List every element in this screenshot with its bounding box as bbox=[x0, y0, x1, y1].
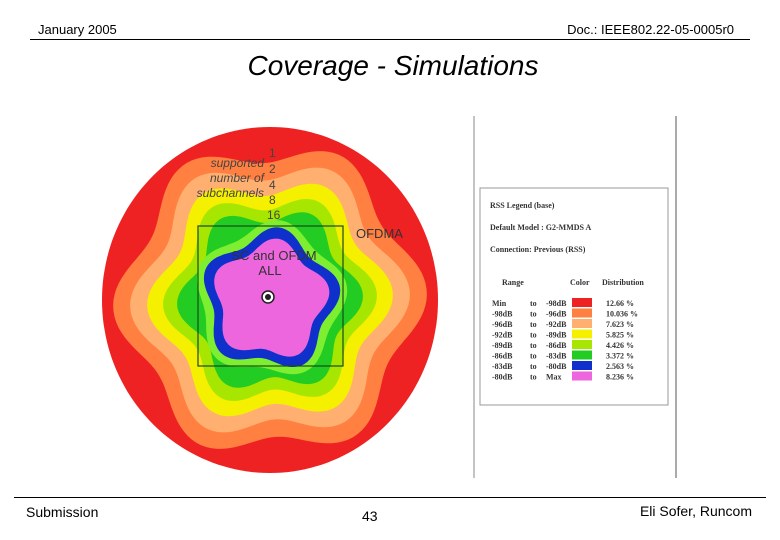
legend-row-swatch bbox=[572, 308, 592, 318]
subchannel-value-3: 4 bbox=[269, 178, 276, 192]
legend-rows: Min to -98dB 12.66 % -98dB to -96dB 10.036 % -96… bbox=[492, 298, 638, 382]
legend-row-distribution: 8.236 % bbox=[606, 373, 634, 382]
legend-row-from: -96dB bbox=[492, 320, 513, 329]
legend-row-from: -80dB bbox=[492, 373, 513, 382]
legend-row-distribution: 2.563 % bbox=[606, 362, 634, 371]
legend-row-upper: -98dB bbox=[546, 299, 567, 308]
legend-row-upper: -89dB bbox=[546, 331, 567, 340]
legend-title: RSS Legend (base) bbox=[490, 201, 555, 210]
legend-row-upper: -86dB bbox=[546, 341, 567, 350]
legend-col-range: Range bbox=[502, 278, 524, 287]
legend-row-to: to bbox=[530, 320, 537, 329]
legend-row-swatch bbox=[572, 361, 592, 370]
legend-row-from: -83dB bbox=[492, 362, 513, 371]
base-station-marker bbox=[261, 290, 275, 304]
subchannels-label-line2: number of bbox=[210, 171, 266, 185]
legend-row-upper: -80dB bbox=[546, 362, 567, 371]
sc-ofdm-all-label: ALL bbox=[258, 263, 281, 278]
header-divider bbox=[30, 39, 750, 40]
subchannels-label-line3: subchannels bbox=[197, 186, 264, 200]
legend-row-to: to bbox=[530, 299, 537, 308]
legend-row-from: Min bbox=[492, 299, 507, 308]
legend-row-swatch bbox=[572, 298, 592, 307]
legend-row-distribution: 4.426 % bbox=[606, 341, 634, 350]
sc-ofdm-label: SC and OFDM bbox=[231, 248, 316, 263]
legend-model: Default Model : G2-MMDS A bbox=[490, 223, 592, 232]
legend-row-distribution: 10.036 % bbox=[606, 310, 638, 319]
legend-row-to: to bbox=[530, 331, 537, 340]
legend-row-swatch bbox=[572, 329, 592, 339]
subchannels-annotation: supported number of subchannels 1 2 4 8 … bbox=[197, 146, 281, 222]
footer-author: Eli Sofer, Runcom bbox=[639, 503, 752, 519]
slide-title: Coverage - Simulations bbox=[247, 50, 539, 81]
subchannel-value-2: 2 bbox=[269, 162, 276, 176]
legend-row-from: -98dB bbox=[492, 310, 513, 319]
legend-row-distribution: 5.825 % bbox=[606, 331, 634, 340]
legend-row-upper: -83dB bbox=[546, 352, 567, 361]
legend-row-distribution: 3.372 % bbox=[606, 352, 634, 361]
legend-row-swatch bbox=[572, 371, 592, 381]
subchannels-label-line1: supported bbox=[211, 156, 265, 170]
legend-col-color: Color bbox=[570, 278, 590, 287]
legend-row-from: -92dB bbox=[492, 331, 513, 340]
legend-row-from: -86dB bbox=[492, 352, 513, 361]
legend-row-to: to bbox=[530, 341, 537, 350]
subchannel-value-5: 16 bbox=[267, 208, 281, 222]
legend-row-upper: -96dB bbox=[546, 310, 567, 319]
legend-row-upper: Max bbox=[546, 373, 562, 382]
legend-row-swatch bbox=[572, 350, 592, 360]
legend-row-swatch bbox=[572, 340, 592, 349]
legend-row-to: to bbox=[530, 373, 537, 382]
legend-row-upper: -92dB bbox=[546, 320, 567, 329]
legend-row-to: to bbox=[530, 362, 537, 371]
rss-legend: RSS Legend (base) Default Model : G2-MMD… bbox=[473, 116, 677, 478]
subchannel-value-1: 1 bbox=[269, 146, 276, 160]
legend-row-distribution: 12.66 % bbox=[606, 299, 634, 308]
legend-col-distribution: Distribution bbox=[602, 278, 644, 287]
footer-submission: Submission bbox=[26, 504, 99, 520]
legend-row-to: to bbox=[530, 352, 537, 361]
legend-row-from: -89dB bbox=[492, 341, 513, 350]
legend-row-distribution: 7.623 % bbox=[606, 320, 634, 329]
footer-divider bbox=[14, 497, 766, 498]
subchannel-value-4: 8 bbox=[269, 193, 276, 207]
footer-page-number: 43 bbox=[362, 508, 378, 524]
legend-row-swatch bbox=[572, 319, 592, 328]
legend-row-to: to bbox=[530, 310, 537, 319]
header-doc-id: Doc.: IEEE802.22-05-0005r0 bbox=[567, 22, 734, 37]
ofdma-label: OFDMA bbox=[356, 226, 403, 241]
header-date: January 2005 bbox=[38, 22, 117, 37]
legend-connection: Connection: Previous (RSS) bbox=[490, 245, 586, 254]
ofdma-boundary-box bbox=[197, 225, 344, 367]
